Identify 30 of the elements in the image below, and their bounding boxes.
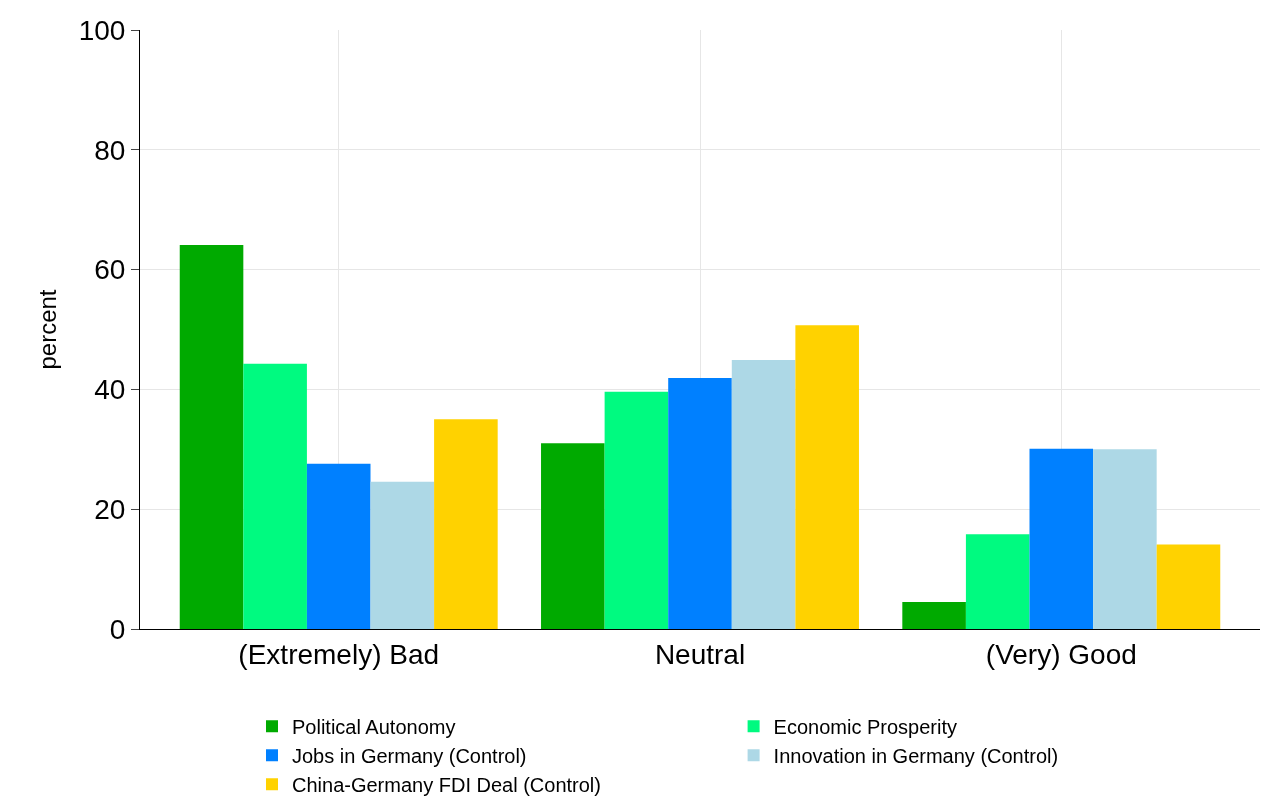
legend-label: China-Germany FDI Deal (Control) [292,774,601,797]
bar [902,602,966,629]
y-tick-label: 20 [94,494,126,525]
bar [306,463,371,629]
bar [179,245,244,629]
bar [795,325,859,629]
bar [731,360,796,629]
bar [1156,544,1221,629]
bar [243,363,307,629]
y-tick-label: 80 [94,134,126,166]
legend-label: Jobs in Germany (Control) [292,745,527,768]
legend-label: Political Autonomy [292,716,456,739]
bar [604,391,669,629]
bar [541,443,605,629]
y-tick-label: 100 [78,14,126,46]
x-tick-label: Neutral [654,638,746,670]
bar [1093,449,1157,629]
y-tick-label: 40 [94,374,126,406]
bar [370,481,435,629]
legend-label: Economic Prosperity [773,716,958,739]
x-tick-label: (Extremely) Bad [238,638,440,670]
y-tick-label: 0 [109,613,126,645]
bar [434,419,498,629]
bar [965,534,1030,629]
y-tick-label: 60 [94,254,126,286]
bar [1029,448,1094,629]
x-tick-label: (Very) Good [985,638,1137,670]
bar [668,378,732,629]
y-axis-title: percent [33,289,61,370]
legend-label: Innovation in Germany (Control) [773,745,1059,768]
